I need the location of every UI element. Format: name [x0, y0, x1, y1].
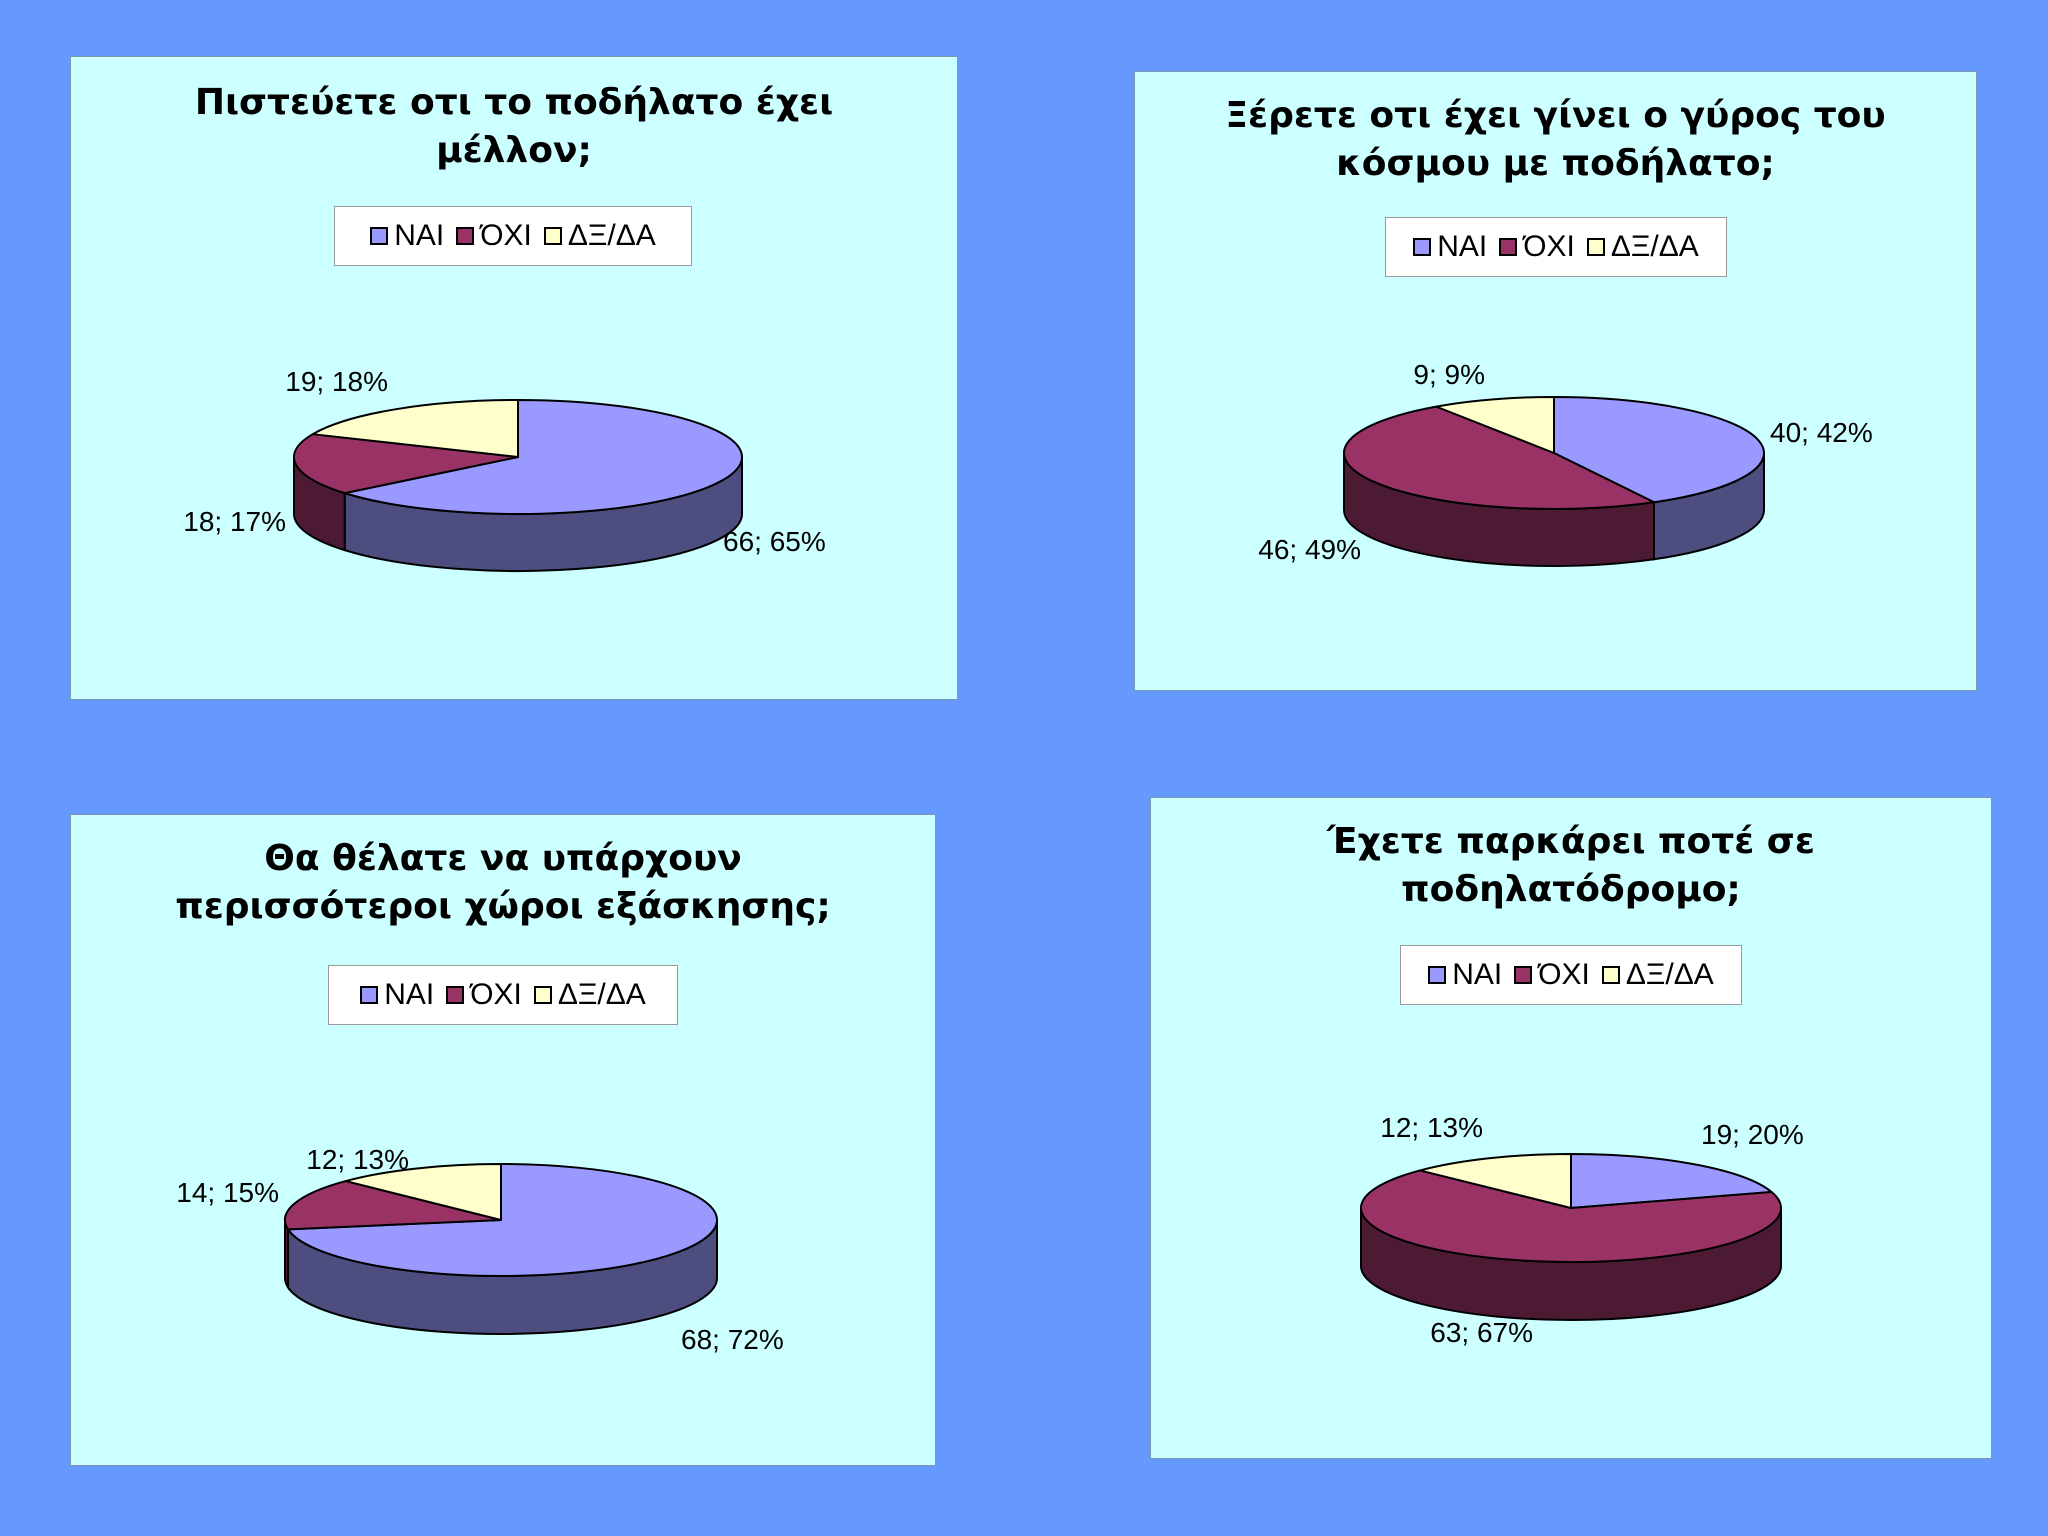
- legend-item-no: ΌΧΙ: [1514, 958, 1590, 992]
- data-label-dont-know: 9; 9%: [1413, 359, 1485, 390]
- data-label-yes: 19; 20%: [1701, 1119, 1804, 1150]
- legend-item-yes: ΝΑΙ: [1413, 230, 1487, 264]
- legend-item-dont-know: ΔΞ/ΔΑ: [1586, 230, 1699, 264]
- legend-key-yes: [360, 986, 379, 1004]
- legend-label-yes: ΝΑΙ: [384, 978, 435, 1011]
- pie-plot-area: 66; 65% 18; 17% 19; 18%: [183, 366, 826, 572]
- chart-legend: ΝΑΙ ΌΧΙ ΔΞ/ΔΑ: [328, 965, 678, 1025]
- legend-label-dont-know: ΔΞ/ΔΑ: [567, 219, 656, 252]
- pie-slice-dont-know: [1419, 1153, 1572, 1209]
- legend-key-dont-know: [1601, 966, 1620, 984]
- chart-title-line-2: κόσμου με ποδήλατο;: [1336, 143, 1775, 184]
- data-label-yes: 66; 65%: [723, 526, 826, 557]
- pie-slice-no: [284, 1180, 502, 1231]
- pie-chart-panel-training-spaces: Θα θέλατε να υπάρχουν περισσότεροι χώροι…: [70, 814, 936, 1466]
- legend-item-dont-know: ΔΞ/ΔΑ: [543, 219, 656, 253]
- legend-key-no: [1499, 238, 1518, 256]
- legend-label-no: ΌΧΙ: [1523, 230, 1575, 263]
- legend-item-no: ΌΧΙ: [446, 978, 522, 1012]
- data-label-dont-know: 12; 13%: [306, 1144, 409, 1175]
- data-label-yes: 68; 72%: [681, 1324, 784, 1355]
- pie-slice-dont-know: [344, 1163, 502, 1221]
- data-label-yes: 40; 42%: [1770, 417, 1873, 448]
- legend-key-yes: [370, 227, 389, 245]
- pie-chart-panel-world-tour: Ξέρετε οτι έχει γίνει ο γύρος του κόσμου…: [1134, 71, 1977, 691]
- legend-key-yes: [1428, 966, 1447, 984]
- pie-slice-no: [293, 433, 519, 495]
- pie-chart-panel-bicycle-future: Πιστεύετε οτι το ποδήλατο έχει μέλλον; Ν…: [70, 56, 958, 700]
- legend-label-dont-know: ΔΞ/ΔΑ: [1625, 958, 1714, 991]
- pie-slice-no: [1343, 405, 1655, 510]
- legend-label-dont-know: ΔΞ/ΔΑ: [1610, 230, 1699, 263]
- data-label-dont-know: 12; 13%: [1380, 1112, 1483, 1143]
- pie-slice-yes: [1553, 396, 1765, 504]
- legend-key-dont-know: [1586, 238, 1605, 256]
- legend-key-no: [1514, 966, 1533, 984]
- pie-slice-yes: [343, 399, 743, 515]
- legend-label-yes: ΝΑΙ: [1452, 958, 1503, 991]
- pie-plot-area: 19; 20% 63; 67% 12; 13%: [1360, 1112, 1804, 1348]
- pie-slice-yes: [1570, 1153, 1773, 1209]
- pie-slice-yes: [287, 1163, 718, 1277]
- pie-side-walls: [1343, 452, 1765, 567]
- legend-item-dont-know: ΔΞ/ΔΑ: [1601, 958, 1714, 992]
- chart-title-line-2: ποδηλατόδρομο;: [1401, 869, 1741, 910]
- legend-key-dont-know: [533, 986, 552, 1004]
- chart-title-line-2: περισσότεροι χώροι εξάσκησης;: [175, 886, 831, 927]
- pie-plot-area: 68; 72% 14; 15% 12; 13%: [176, 1144, 784, 1355]
- chart-title-line-1: Θα θέλατε να υπάρχουν: [264, 838, 742, 879]
- chart-title: Ξέρετε οτι έχει γίνει ο γύρος του κόσμου…: [1135, 92, 1976, 188]
- chart-title: Έχετε παρκάρει ποτέ σε ποδηλατόδρομο;: [1151, 818, 1991, 914]
- pie-slice-dont-know: [311, 399, 519, 458]
- legend-label-yes: ΝΑΙ: [394, 219, 445, 252]
- legend-item-yes: ΝΑΙ: [370, 219, 444, 253]
- chart-title-line-1: Έχετε παρκάρει ποτέ σε: [1327, 821, 1815, 862]
- pie-chart-panel-bike-lane-parking: Έχετε παρκάρει ποτέ σε ποδηλατόδρομο; ΝΑ…: [1150, 797, 1992, 1459]
- pie-slice-no: [1360, 1169, 1782, 1263]
- legend-key-dont-know: [543, 227, 562, 245]
- legend-item-dont-know: ΔΞ/ΔΑ: [533, 978, 646, 1012]
- data-label-no: 63; 67%: [1430, 1317, 1533, 1348]
- pie-slice-dont-know: [1435, 396, 1555, 454]
- chart-title-line-1: Ξέρετε οτι έχει γίνει ο γύρος του: [1225, 95, 1886, 136]
- pie-plot-area: 40; 42% 46; 49% 9; 9%: [1258, 359, 1873, 567]
- legend-item-yes: ΝΑΙ: [360, 978, 434, 1012]
- data-label-no: 14; 15%: [176, 1177, 279, 1208]
- legend-item-no: ΌΧΙ: [456, 219, 532, 253]
- chart-legend: ΝΑΙ ΌΧΙ ΔΞ/ΔΑ: [334, 206, 692, 266]
- legend-item-no: ΌΧΙ: [1499, 230, 1575, 264]
- legend-label-no: ΌΧΙ: [470, 978, 522, 1011]
- chart-title-line-1: Πιστεύετε οτι το ποδήλατο έχει: [194, 82, 834, 123]
- legend-label-no: ΌΧΙ: [480, 219, 532, 252]
- legend-key-yes: [1413, 238, 1432, 256]
- chart-legend: ΝΑΙ ΌΧΙ ΔΞ/ΔΑ: [1400, 945, 1742, 1005]
- legend-label-dont-know: ΔΞ/ΔΑ: [557, 978, 646, 1011]
- legend-label-no: ΌΧΙ: [1538, 958, 1590, 991]
- chart-title-line-2: μέλλον;: [436, 130, 592, 171]
- legend-label-yes: ΝΑΙ: [1437, 230, 1488, 263]
- chart-title: Θα θέλατε να υπάρχουν περισσότεροι χώροι…: [71, 835, 935, 931]
- data-label-no: 18; 17%: [183, 506, 286, 537]
- data-label-dont-know: 19; 18%: [285, 366, 388, 397]
- legend-key-no: [456, 227, 475, 245]
- legend-key-no: [446, 986, 465, 1004]
- chart-title: Πιστεύετε οτι το ποδήλατο έχει μέλλον;: [71, 79, 957, 175]
- chart-legend: ΝΑΙ ΌΧΙ ΔΞ/ΔΑ: [1385, 217, 1727, 277]
- legend-item-yes: ΝΑΙ: [1428, 958, 1502, 992]
- data-label-no: 46; 49%: [1258, 534, 1361, 565]
